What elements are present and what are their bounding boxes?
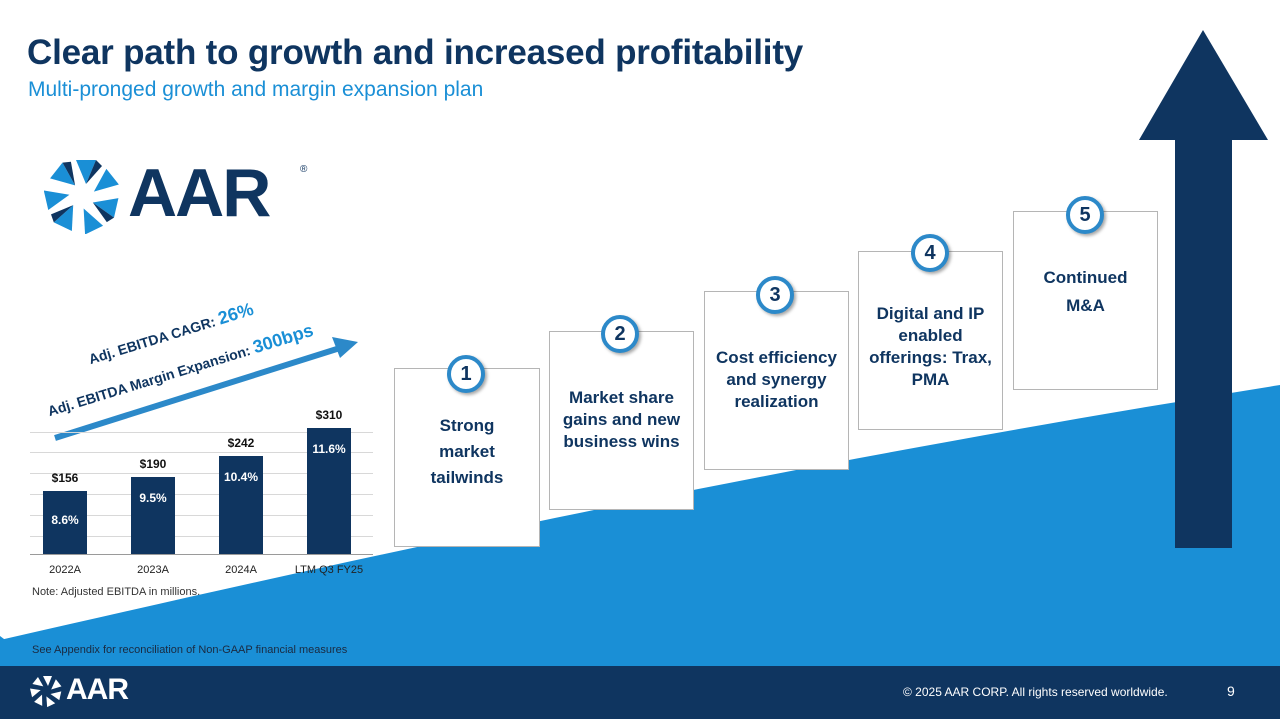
- step-card-2: Market share gains and new business wins: [549, 331, 694, 510]
- aar-logo: AAR ®: [44, 155, 314, 238]
- category-label: 2023A: [137, 564, 169, 576]
- chart-note: Note: Adjusted EBITDA in millions.: [32, 586, 201, 598]
- gridline: [30, 494, 373, 495]
- bar-value-label: $190: [139, 456, 167, 471]
- copyright-text: © 2025 AAR CORP. All rights reserved wor…: [903, 685, 1168, 699]
- bar-margin-label: 11.6%: [312, 442, 346, 456]
- step-label: Continued M&A: [1043, 268, 1128, 315]
- footer-logo: AAR: [30, 673, 150, 709]
- step-card-5: Continued M&A: [1013, 211, 1158, 390]
- step-badge-2: 2: [601, 315, 639, 353]
- step-card-3: Cost efficiency and synergy realization: [704, 291, 849, 470]
- footer-star-icon: [30, 676, 62, 707]
- bar-value-label: $156: [51, 470, 79, 485]
- category-label: 2022A: [49, 564, 81, 576]
- page-subtitle: Multi-pronged growth and margin expansio…: [28, 78, 484, 101]
- bar-margin-label: 10.4%: [223, 469, 259, 484]
- step-badge-1: 1: [447, 355, 485, 393]
- appendix-note: See Appendix for reconciliation of Non-G…: [32, 644, 348, 656]
- bar-2022a: 8.6%: [43, 490, 87, 554]
- step-label: Market share gains and new business wins: [562, 388, 681, 451]
- gridline: [30, 452, 373, 453]
- step-card-1: Strong market tailwinds: [394, 368, 540, 547]
- bar-2024a: 10.4%: [219, 455, 263, 554]
- gridline: [30, 515, 373, 516]
- category-label: 2024A: [225, 564, 257, 576]
- step-label: Cost efficiency and synergy realization: [716, 348, 837, 411]
- bar-ltm-q3-fy25: 11.6%: [307, 428, 351, 554]
- step-badge-3: 3: [756, 276, 794, 314]
- footer-wordmark: AAR: [66, 673, 129, 706]
- step-badge-5: 5: [1066, 196, 1104, 234]
- gridline: [30, 536, 373, 537]
- step-card-4: Digital and IP enabled offerings: Trax, …: [858, 251, 1003, 430]
- bar-2023a: 9.5%: [131, 476, 175, 554]
- page-title: Clear path to growth and increased profi…: [27, 33, 804, 72]
- big-up-arrow: [1139, 30, 1268, 548]
- bar-margin-label: 9.5%: [139, 490, 167, 505]
- bar-value-label: $310: [315, 408, 343, 422]
- page-number: 9: [1227, 683, 1235, 699]
- aar-star-icon: [44, 160, 119, 234]
- category-label: LTM Q3 FY25: [294, 564, 364, 576]
- step-label: Digital and IP enabled offerings: Trax, …: [869, 304, 992, 389]
- gridline: [30, 432, 373, 433]
- chart-baseline-band: [0, 636, 40, 666]
- ebitda-bar-chart: 8.6% $156 2022A 9.5% $190 2023A 10.4% $242 2024A…: [0, 0, 373, 576]
- trend-arrow-icon: [54, 337, 358, 441]
- chart-baseline: [30, 554, 373, 555]
- bar-margin-label: 8.6%: [51, 512, 79, 527]
- step-label: Strong market tailwinds: [430, 416, 504, 487]
- footer-bar: [0, 666, 1280, 719]
- registered-mark: ®: [300, 164, 308, 175]
- bar-value-label: $242: [227, 435, 255, 450]
- step-badge-4: 4: [911, 234, 949, 272]
- growth-wedge: [0, 385, 1280, 666]
- aar-wordmark: AAR: [128, 155, 271, 231]
- gridline: [30, 473, 373, 474]
